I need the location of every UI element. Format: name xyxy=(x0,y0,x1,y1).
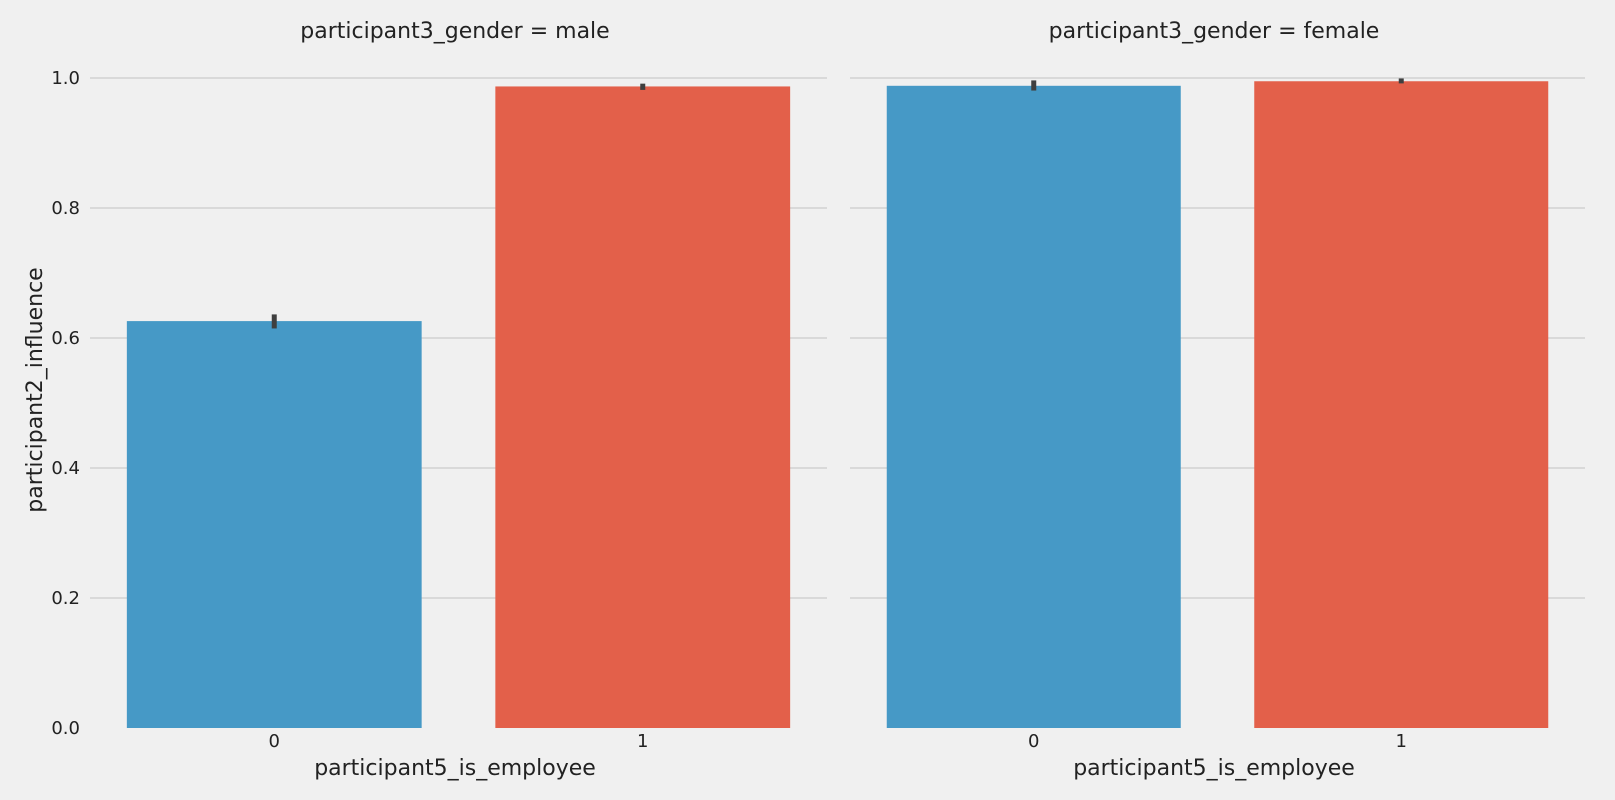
bar-1 xyxy=(1254,81,1549,728)
x-tick-label-0: 0 xyxy=(269,731,280,752)
panel-title-male: participant3_gender = male xyxy=(300,19,609,44)
panel-title-female: participant3_gender = female xyxy=(1049,19,1380,44)
bars-female xyxy=(886,81,1549,729)
y-tick-label-1: 0.2 xyxy=(51,588,80,609)
x-axis-label-female: participant5_is_employee xyxy=(1073,756,1355,781)
x-axis-label-male: participant5_is_employee xyxy=(314,756,596,781)
y-tick-label-3: 0.6 xyxy=(51,328,80,349)
bar-0 xyxy=(886,85,1181,729)
bars-male xyxy=(126,86,791,728)
y-tick-label-2: 0.4 xyxy=(51,458,80,479)
bar-1 xyxy=(495,86,791,728)
error-bars-male xyxy=(271,83,646,329)
x-tick-label-1: 1 xyxy=(1396,731,1407,752)
y-tick-label-0: 0.0 xyxy=(51,718,80,739)
x-tick-label-1: 1 xyxy=(637,731,648,752)
y-tick-label-4: 0.8 xyxy=(51,198,80,219)
y-axis-label: participant2_influence xyxy=(23,267,48,512)
y-tick-label-5: 1.0 xyxy=(51,68,80,89)
x-tick-label-0: 0 xyxy=(1028,731,1039,752)
y-tick-labels: 0.0 0.2 0.4 0.6 0.8 1.0 xyxy=(51,68,80,739)
error-bars-female xyxy=(1031,78,1404,91)
bar-0 xyxy=(126,321,422,728)
